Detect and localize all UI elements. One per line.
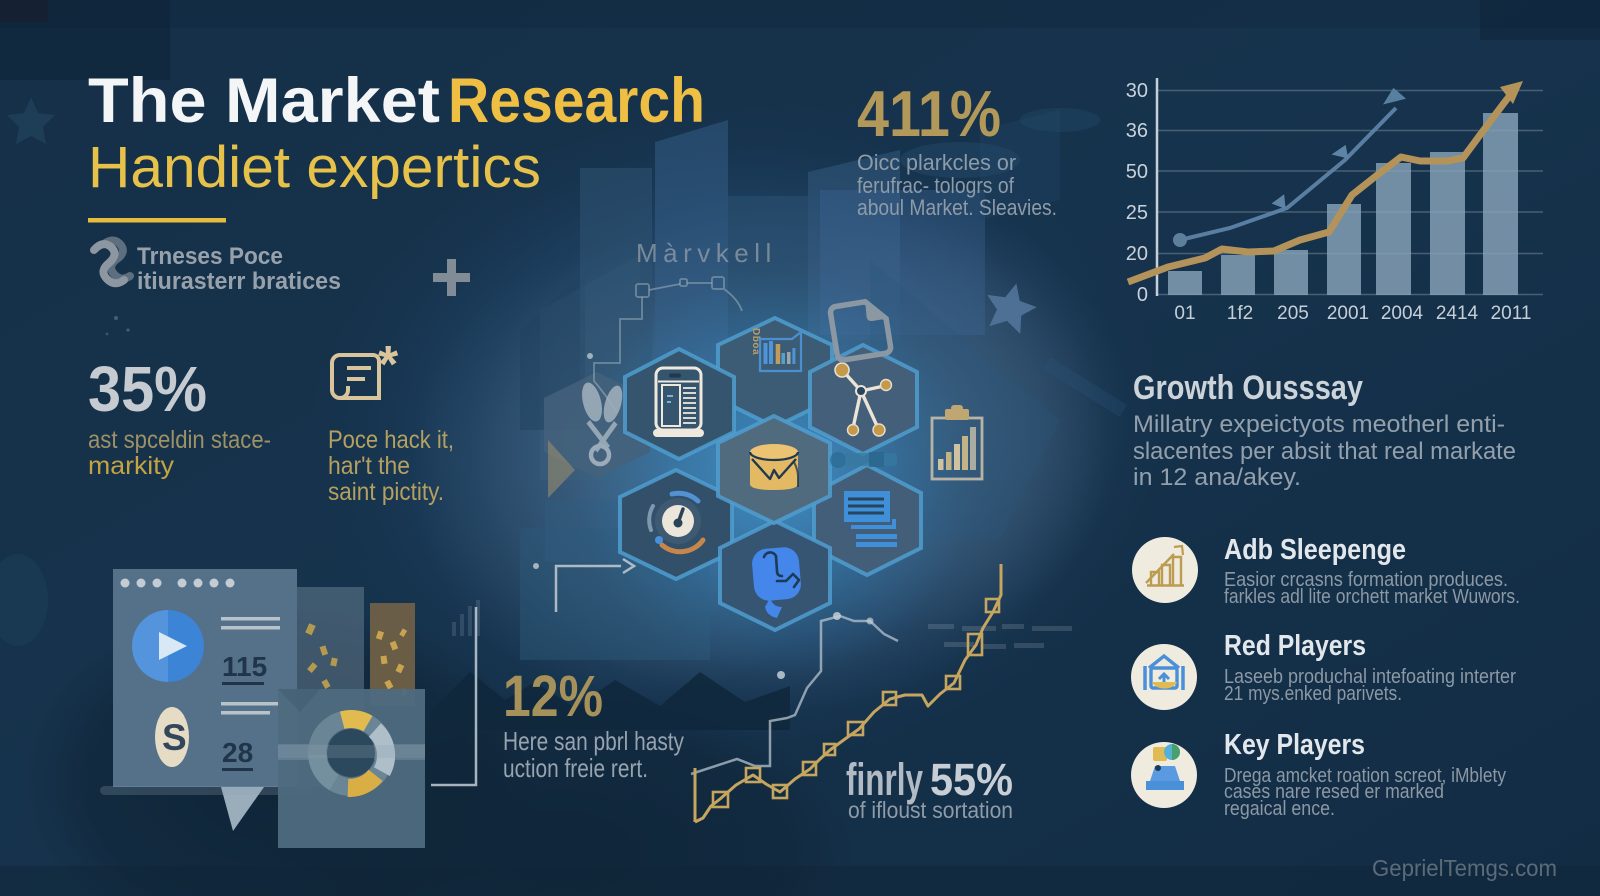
svg-text:Millatry expeictyots meotherl: Millatry expeictyots meotherl enti-	[1133, 411, 1505, 438]
svg-text:of ifloust sortation: of ifloust sortation	[848, 797, 1013, 823]
svg-text:55%: 55%	[930, 754, 1013, 805]
svg-text:har't the: har't the	[328, 452, 410, 480]
svg-text:Red Players: Red Players	[1224, 630, 1366, 662]
svg-text:Here san pbrl hasty: Here san pbrl hasty	[503, 726, 684, 756]
svg-text:Easior crcasns formation produ: Easior crcasns formation produces.	[1224, 569, 1508, 591]
svg-text:in 12 ana/akey.: in 12 ana/akey.	[1133, 464, 1301, 491]
svg-text:GeprielTemgs.com: GeprielTemgs.com	[1372, 855, 1557, 881]
svg-text:Trneses Poce: Trneses Poce	[137, 243, 283, 270]
svg-text:28: 28	[222, 737, 253, 768]
svg-text:*: *	[378, 336, 399, 394]
svg-text:S: S	[162, 717, 187, 758]
svg-text:12%: 12%	[503, 664, 603, 729]
svg-text:25: 25	[1126, 202, 1148, 224]
svg-text:The Market: The Market	[88, 66, 440, 136]
svg-text:2004: 2004	[1381, 303, 1424, 324]
svg-text:35%: 35%	[88, 353, 207, 425]
svg-text:0: 0	[1137, 284, 1148, 306]
svg-text:slacentes per absit that real: slacentes per absit that real markate	[1133, 438, 1516, 465]
svg-text:farkles adl lite orchett marke: farkles adl lite orchett market Wuwors.	[1224, 586, 1520, 608]
svg-text:2414: 2414	[1436, 303, 1479, 324]
svg-text:2001: 2001	[1327, 303, 1369, 324]
svg-text:saint pictity.: saint pictity.	[328, 478, 444, 506]
svg-text:itiurasterr bratices: itiurasterr bratices	[137, 268, 341, 295]
svg-text:aboul Market. Sleavies.: aboul Market. Sleavies.	[857, 195, 1057, 220]
svg-text:Oicc plarkcles or: Oicc plarkcles or	[857, 150, 1016, 175]
svg-text:50: 50	[1126, 161, 1148, 183]
svg-text:ferufrac- tologrs of: ferufrac- tologrs of	[857, 173, 1015, 198]
svg-text:2011: 2011	[1491, 303, 1532, 324]
svg-text:Growth Ousssay: Growth Ousssay	[1133, 369, 1363, 407]
svg-text:20: 20	[1126, 243, 1148, 265]
svg-text:1f2: 1f2	[1227, 303, 1253, 324]
svg-text:411%: 411%	[857, 77, 1001, 150]
svg-text:115: 115	[222, 651, 267, 682]
svg-text:Adb Sleepenge: Adb Sleepenge	[1224, 534, 1406, 566]
svg-text:205: 205	[1277, 303, 1309, 324]
svg-text:cases nare resed er marked: cases nare resed er marked	[1224, 781, 1444, 803]
svg-text:36: 36	[1126, 120, 1148, 142]
svg-text:Màrvkell: Màrvkell	[636, 238, 777, 268]
svg-text:finrly: finrly	[846, 754, 923, 805]
svg-text:Laseeb produchal intefoating i: Laseeb produchal intefoating interter	[1224, 666, 1516, 688]
svg-text:markity: markity	[88, 452, 175, 480]
svg-text:Research: Research	[448, 66, 705, 136]
svg-text:Poce hack it,: Poce hack it,	[328, 426, 454, 454]
svg-text:Dboa: Dboa	[750, 328, 761, 355]
svg-text:Drega amcket roation screot, i: Drega amcket roation screot, iMblety	[1224, 765, 1506, 787]
svg-text:Handiet expertics: Handiet expertics	[88, 135, 541, 200]
svg-text:21 mys.enked parivets.: 21 mys.enked parivets.	[1224, 683, 1402, 705]
svg-text:30: 30	[1126, 80, 1148, 102]
svg-text:ast spceldin stace-: ast spceldin stace-	[88, 426, 271, 454]
svg-text:01: 01	[1174, 303, 1195, 324]
svg-text:uction freie rert.: uction freie rert.	[503, 753, 648, 783]
svg-text:regaical ence.: regaical ence.	[1224, 798, 1335, 820]
svg-text:Key Players: Key Players	[1224, 729, 1365, 761]
